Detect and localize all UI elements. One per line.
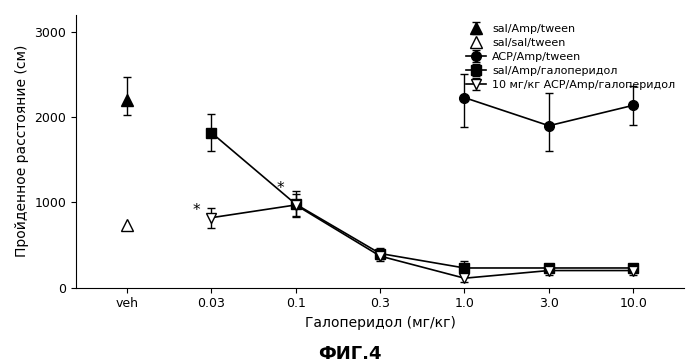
Text: *: * — [277, 182, 284, 196]
Legend: sal/Amp/tween, sal/sal/tween, ACP/Amp/tween, sal/Amp/галоперидол, 10 мг/кг ACP/A: sal/Amp/tween, sal/sal/tween, ACP/Amp/tw… — [463, 21, 679, 93]
Text: *: * — [192, 203, 200, 218]
Y-axis label: Пройденное расстояние (см): Пройденное расстояние (см) — [15, 45, 29, 257]
Text: ФИГ.4: ФИГ.4 — [318, 345, 381, 363]
X-axis label: Галоперидол (мг/кг): Галоперидол (мг/кг) — [305, 316, 456, 330]
